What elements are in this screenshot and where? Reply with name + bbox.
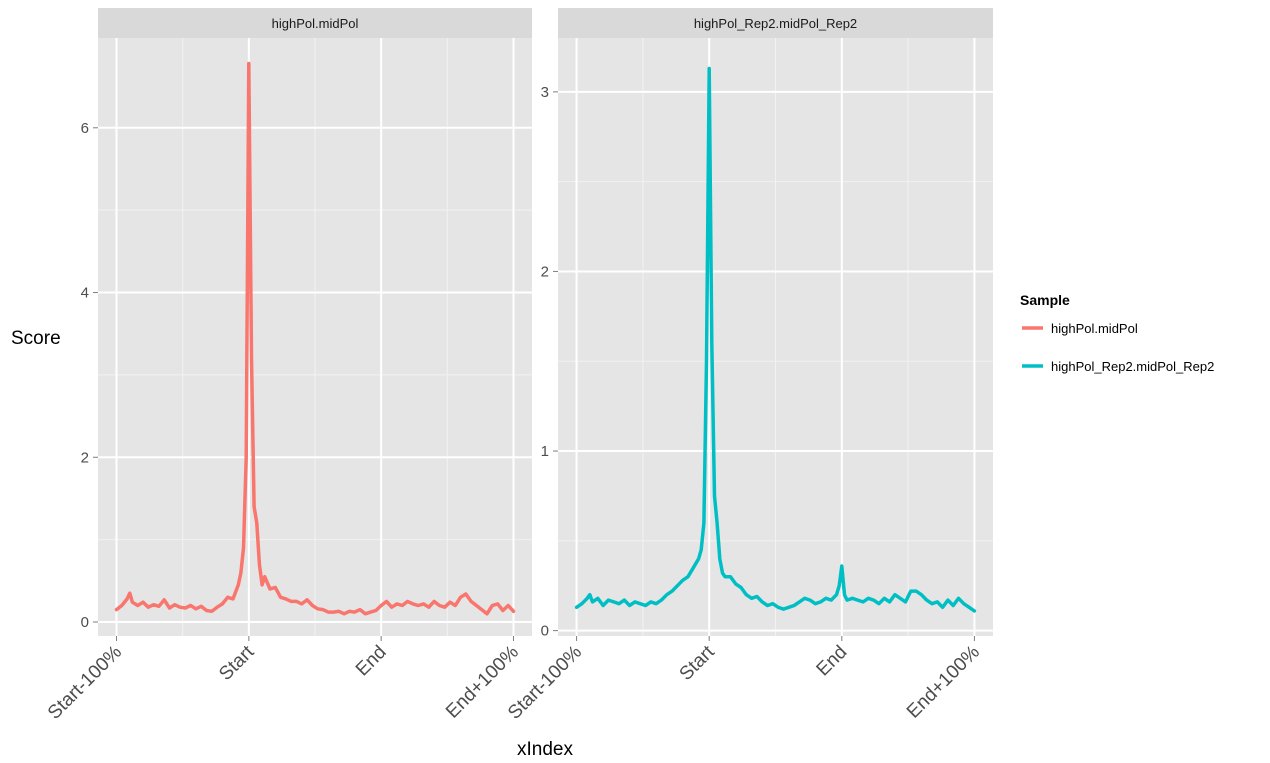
facet-strip: [558, 8, 993, 38]
legend-label: highPol.midPol: [1051, 321, 1138, 336]
legend-entry: highPol_Rep2.midPol_Rep2: [1022, 359, 1214, 374]
facet-strip-label: highPol_Rep2.midPol_Rep2: [694, 16, 857, 31]
y-tick-label: 4: [81, 285, 89, 302]
x-tick-label: Start-100%: [44, 642, 126, 724]
facet-layer: highPol.midPol 0 2 4 6 Start-100% Start End End+…: [44, 8, 993, 724]
facet-strip-label: highPol.midPol: [272, 16, 359, 31]
x-tick-label: End+100%: [903, 642, 984, 723]
legend-entry: highPol.midPol: [1022, 321, 1138, 336]
x-tick-label: Start: [676, 641, 720, 685]
legend-label: highPol_Rep2.midPol_Rep2: [1051, 359, 1214, 374]
y-axis-title: Score: [11, 328, 61, 349]
y-tick-label: 1: [541, 443, 549, 460]
x-tick-label: End: [813, 642, 852, 681]
x-tick-label: Start: [215, 641, 259, 685]
series-line-2: [574, 66, 977, 613]
y-tick-label: 2: [81, 449, 89, 466]
x-axis-title: xIndex: [517, 739, 573, 760]
y-tick-label: 6: [81, 120, 89, 137]
y-tick-label: 0: [541, 623, 549, 640]
y-tick-label: 2: [541, 263, 549, 280]
legend-title: Sample: [1020, 292, 1070, 308]
facet-strip: [98, 8, 532, 38]
y-tick-label: 3: [541, 84, 549, 101]
legend: Sample highPol.midPol highPol_Rep2.midPo…: [1020, 292, 1214, 374]
y-tick-label: 0: [81, 614, 89, 631]
series-line-1: [114, 61, 516, 616]
x-tick-label: End: [352, 642, 391, 681]
